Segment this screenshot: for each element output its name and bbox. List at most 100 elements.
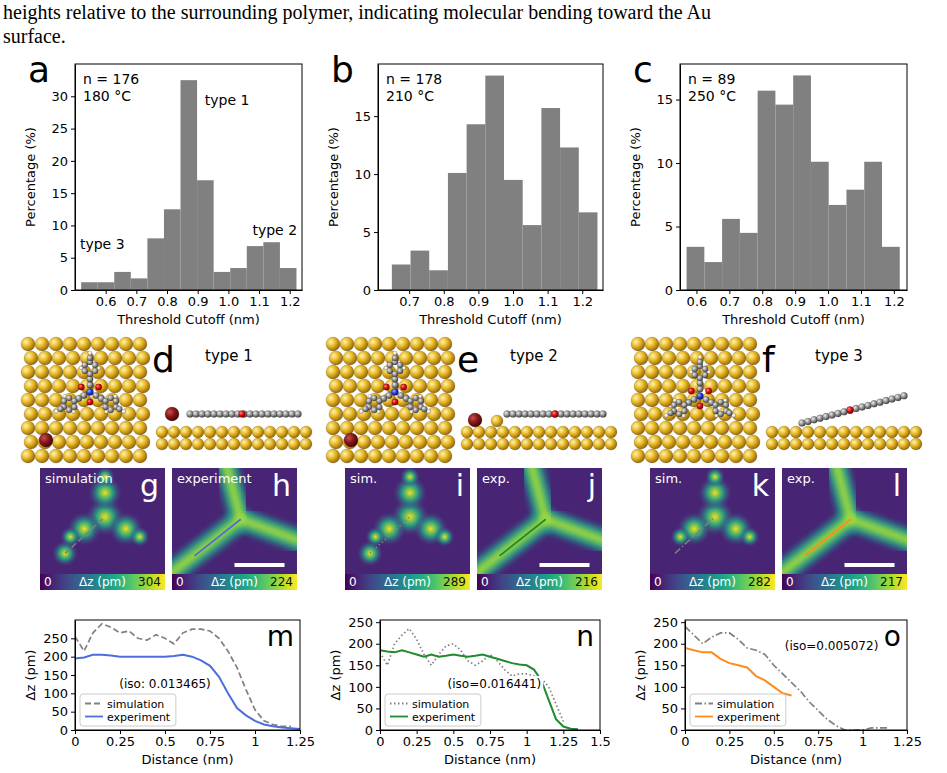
atom bbox=[133, 337, 147, 351]
annotation: 250 °C bbox=[688, 88, 736, 104]
atom bbox=[521, 438, 533, 450]
axis-line bbox=[75, 621, 76, 731]
y-axis: 051015 bbox=[354, 65, 378, 298]
atom bbox=[427, 379, 441, 393]
tick-label: 0.8 bbox=[752, 294, 773, 309]
tick-mark bbox=[71, 712, 75, 713]
atom bbox=[371, 435, 385, 449]
panel-letter: f bbox=[762, 339, 776, 380]
tick-label: 0.6 bbox=[687, 294, 708, 309]
bar bbox=[560, 147, 579, 290]
atom bbox=[399, 435, 413, 449]
stm-image: 0Δz (pm)304simulationg bbox=[40, 467, 165, 590]
atom bbox=[21, 393, 35, 407]
tick: 0.6 bbox=[687, 290, 708, 309]
tick-label: 0.75 bbox=[196, 734, 225, 749]
tick-label: 0.75 bbox=[804, 734, 833, 749]
atom bbox=[778, 426, 790, 438]
atom bbox=[343, 407, 357, 421]
annotation-group: (iso=0.016441) bbox=[446, 676, 544, 692]
bar bbox=[740, 233, 758, 290]
bar bbox=[775, 105, 793, 290]
tick: 5 bbox=[60, 250, 75, 265]
tick: 0.6 bbox=[96, 290, 117, 309]
tick-label: 0 bbox=[665, 283, 673, 298]
atom bbox=[704, 435, 718, 449]
atom bbox=[413, 351, 427, 365]
atom bbox=[326, 337, 340, 351]
tick-mark bbox=[676, 290, 680, 291]
atom bbox=[240, 438, 252, 450]
tick-label: 15 bbox=[656, 92, 673, 107]
atom bbox=[38, 407, 52, 421]
tick: 0.75 bbox=[476, 730, 505, 749]
profile-line bbox=[500, 519, 546, 556]
atom bbox=[687, 449, 701, 463]
atom bbox=[697, 359, 703, 365]
atom bbox=[103, 404, 109, 410]
atom bbox=[402, 366, 406, 370]
x-axis: 00.250.50.7511.25 bbox=[71, 730, 315, 749]
tick-label: 10 bbox=[656, 156, 673, 171]
image-feature bbox=[851, 519, 907, 543]
atom bbox=[376, 398, 382, 404]
atom bbox=[545, 438, 557, 450]
atom bbox=[662, 435, 676, 449]
atom bbox=[119, 337, 133, 351]
plot-frame bbox=[380, 620, 600, 730]
panel-letter: d bbox=[152, 339, 175, 380]
tick: 100 bbox=[348, 680, 380, 695]
tick: 0.8 bbox=[157, 290, 178, 309]
color-bar-min: 0 bbox=[481, 575, 489, 589]
tick: 1.0 bbox=[503, 290, 524, 309]
atom bbox=[491, 415, 503, 427]
atom bbox=[35, 449, 49, 463]
atom bbox=[743, 337, 757, 351]
tick: 0.5 bbox=[443, 730, 464, 749]
tick-label: 0.25 bbox=[403, 734, 432, 749]
atom bbox=[410, 365, 424, 379]
atom bbox=[108, 379, 122, 393]
stm-image: 0Δz (pm)224experimenth bbox=[162, 458, 307, 590]
tick-label: 50 bbox=[51, 704, 68, 719]
atom bbox=[441, 379, 455, 393]
tick: 0.8 bbox=[752, 290, 773, 309]
tick-mark bbox=[681, 622, 685, 623]
atom bbox=[371, 379, 385, 393]
atom bbox=[729, 421, 743, 435]
atom bbox=[701, 449, 715, 463]
atom bbox=[87, 382, 93, 388]
tick: 1.2 bbox=[884, 290, 905, 309]
tick-label: 1.2 bbox=[280, 294, 301, 309]
atom bbox=[80, 407, 94, 421]
atom bbox=[704, 407, 718, 421]
color-bar-min: 0 bbox=[44, 575, 52, 589]
atom bbox=[729, 365, 743, 379]
atom bbox=[52, 435, 66, 449]
color-bar-min: 0 bbox=[654, 575, 662, 589]
panel-letter: m bbox=[267, 620, 294, 653]
atom bbox=[648, 435, 662, 449]
image-feature bbox=[172, 519, 241, 580]
tick-mark bbox=[681, 730, 685, 731]
bar bbox=[758, 91, 776, 290]
image-content bbox=[40, 468, 165, 590]
scale-bar bbox=[235, 563, 285, 567]
tick-mark bbox=[374, 116, 378, 117]
atom bbox=[581, 438, 593, 450]
image-feature bbox=[400, 468, 420, 487]
atom bbox=[729, 449, 743, 463]
atom bbox=[371, 351, 385, 365]
atom bbox=[681, 402, 687, 408]
atom bbox=[382, 449, 396, 463]
atom bbox=[368, 449, 382, 463]
tick: 200 bbox=[43, 649, 75, 664]
tick-label: 200 bbox=[653, 636, 678, 651]
atom bbox=[24, 351, 38, 365]
tick: 250 bbox=[43, 631, 75, 646]
atom bbox=[521, 426, 533, 438]
atom bbox=[427, 410, 431, 414]
panel-title: type 2 bbox=[510, 347, 558, 365]
atom bbox=[399, 379, 413, 393]
atom bbox=[698, 355, 702, 359]
